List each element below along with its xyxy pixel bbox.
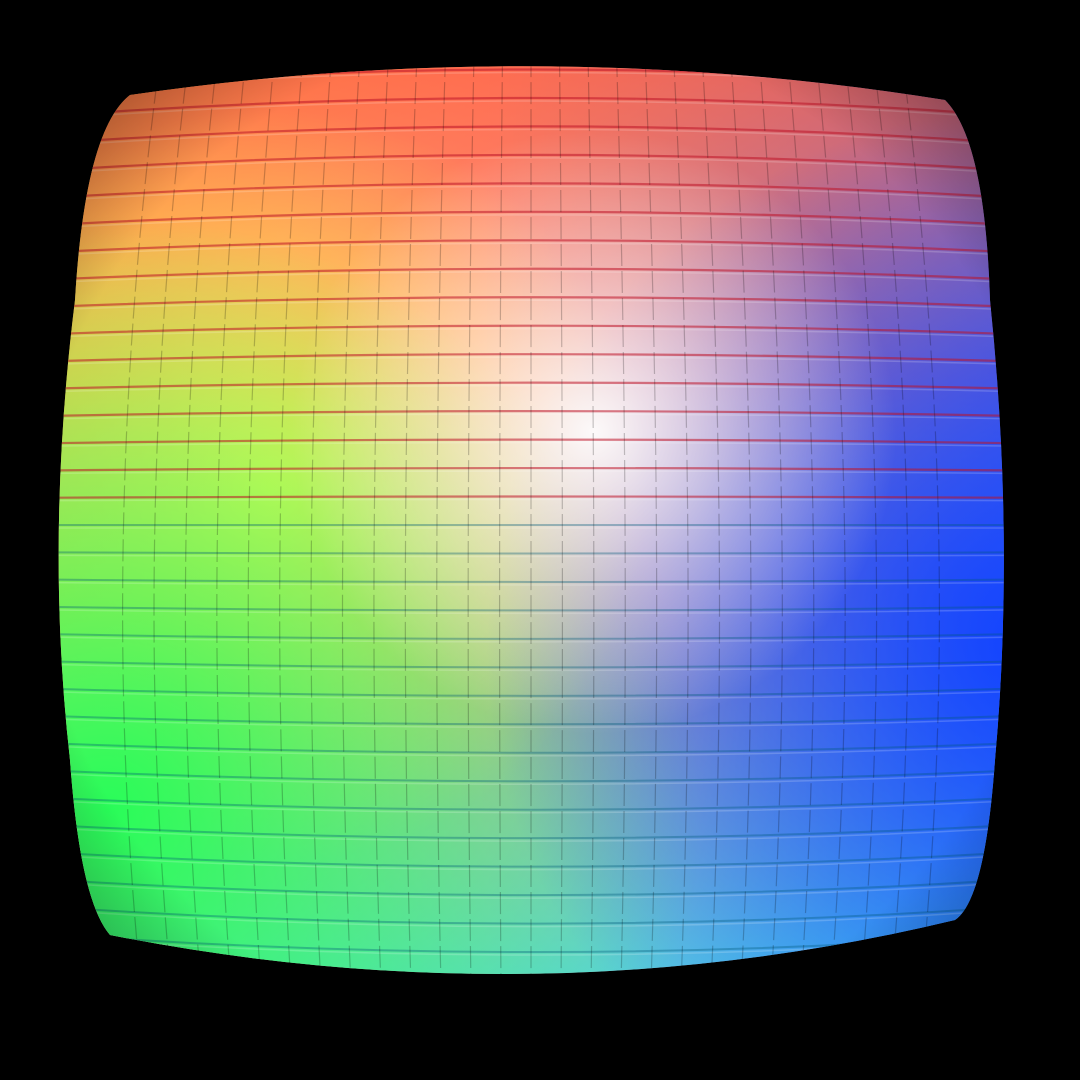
render-canvas: [58, 66, 1004, 975]
sphere-surface: [58, 66, 1004, 975]
color-tile-sphere: [58, 66, 1004, 975]
